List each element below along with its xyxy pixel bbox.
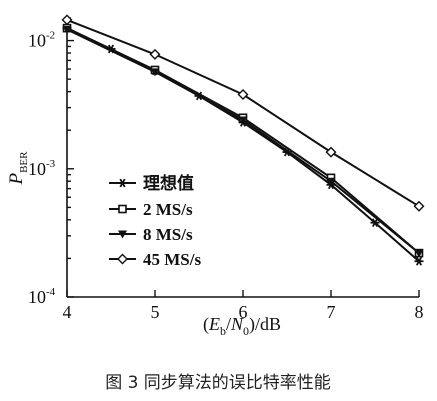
legend-label: 45 MS/s: [143, 250, 201, 269]
legend-label: 8 MS/s: [143, 225, 193, 244]
data-point: [370, 218, 380, 228]
data-point: [62, 26, 72, 35]
legend-item: 理想值: [109, 173, 194, 193]
legend-item: 45 MS/s: [109, 250, 201, 269]
x-axis-title: (Eb/N0)/dB: [203, 314, 281, 338]
xlabel-part: (: [203, 314, 209, 335]
data-point: [238, 116, 248, 125]
data-point: [325, 146, 337, 158]
data-point: [61, 14, 73, 26]
x-tick-label: 8: [415, 302, 424, 322]
legend-label: 理想值: [143, 173, 194, 193]
series-line: [66, 28, 420, 254]
asterisk-stroke: [415, 256, 423, 266]
data-point: [237, 88, 249, 100]
data-point: [118, 230, 127, 239]
data-point: [326, 177, 336, 186]
data-point: [413, 200, 425, 212]
asterisk-stroke: [119, 178, 126, 188]
data-point: [149, 48, 161, 60]
y-tick-label: 10-2: [28, 30, 55, 51]
xlabel-part: b: [220, 324, 226, 338]
y-tick-exponent: -4: [46, 286, 56, 298]
x-tick-label: 5: [151, 302, 160, 322]
data-point: [117, 253, 128, 265]
y-tick-exponent: -2: [46, 30, 55, 42]
series-layer: [61, 14, 425, 266]
diamond-marker: [117, 253, 128, 265]
data-point: [118, 178, 127, 188]
triangle-marker: [238, 116, 248, 125]
triangle-marker: [62, 26, 72, 35]
xlabel-part: E: [208, 314, 220, 334]
series-1: [62, 23, 424, 266]
ylabel-sub: BER: [18, 151, 30, 173]
diamond-marker: [413, 200, 425, 212]
series-4: [61, 14, 425, 212]
series-line: [66, 27, 420, 263]
data-point: [414, 249, 424, 258]
triangle-marker: [326, 177, 336, 186]
data-point: [150, 68, 160, 77]
diamond-marker: [149, 48, 161, 60]
y-tick-label: 10-4: [28, 286, 56, 307]
plot-area: [66, 18, 419, 298]
xlabel-part: 0: [243, 324, 249, 338]
x-tick-label: 4: [63, 302, 72, 322]
xlabel-part: )/dB: [249, 314, 281, 335]
diamond-marker: [61, 14, 73, 26]
series-line: [66, 27, 420, 254]
series-line: [66, 18, 420, 208]
diamond-marker: [325, 146, 337, 158]
series-3: [62, 26, 424, 258]
y-tick-label: 10-3: [28, 158, 56, 179]
legend-item: 8 MS/s: [109, 225, 193, 244]
series-2: [62, 23, 424, 258]
x-tick-label: 6: [239, 302, 248, 322]
ylabel-main: P: [6, 173, 27, 186]
triangle-marker: [150, 68, 160, 77]
data-point: [414, 256, 424, 266]
x-tick-label: 7: [327, 302, 336, 322]
xlabel-part: N: [230, 314, 244, 334]
legend: 理想值 2 MS/s 8 MS/s 45 MS/s: [109, 173, 201, 269]
figure-caption: 图 3 同步算法的误比特率性能: [105, 373, 331, 393]
legend-item: 2 MS/s: [109, 200, 193, 219]
square-marker: [118, 204, 127, 214]
data-point: [118, 204, 127, 214]
xlabel-part: /: [226, 314, 231, 334]
triangle-marker: [118, 230, 127, 239]
diamond-marker: [237, 88, 249, 100]
x-axis-ticks: 4 5 6 7 8: [63, 290, 424, 322]
legend-label: 2 MS/s: [143, 200, 193, 219]
triangle-marker: [414, 249, 424, 258]
asterisk-stroke: [371, 218, 379, 228]
y-tick-exponent: -3: [46, 158, 56, 170]
y-axis-title: PBER: [6, 151, 30, 186]
